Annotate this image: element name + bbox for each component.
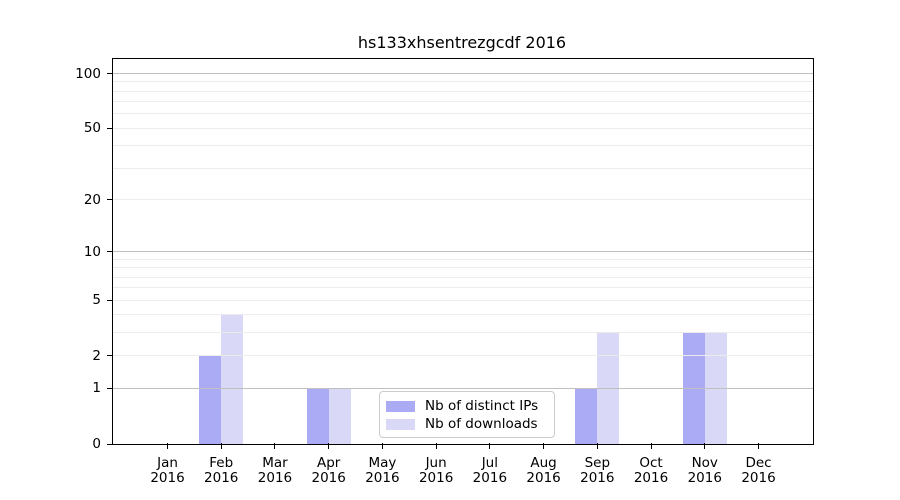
y-tick bbox=[107, 127, 113, 129]
x-tick-label-jun: Jun 2016 bbox=[396, 456, 476, 486]
gridline-minor bbox=[113, 299, 813, 301]
x-tick-label-dec: Dec 2016 bbox=[719, 456, 799, 486]
x-tick-month: May bbox=[368, 455, 397, 471]
y-tick bbox=[107, 199, 113, 201]
gridline-major bbox=[113, 73, 813, 74]
x-tick-year: 2016 bbox=[687, 470, 722, 486]
y-tick bbox=[107, 299, 113, 301]
x-tick-label-may: May 2016 bbox=[342, 456, 422, 486]
y-tick bbox=[107, 73, 113, 74]
x-tick-year: 2016 bbox=[311, 470, 346, 486]
x-tick-year: 2016 bbox=[150, 470, 185, 486]
x-tick-month: Jul bbox=[481, 455, 498, 471]
x-tick-label-feb: Feb 2016 bbox=[181, 456, 261, 486]
x-tick-year: 2016 bbox=[580, 470, 615, 486]
x-tick bbox=[704, 443, 706, 449]
gridline-minor bbox=[113, 90, 813, 92]
chart-title: hs133xhsentrezgcdf 2016 bbox=[357, 33, 567, 52]
y-tick bbox=[107, 443, 113, 445]
legend-item-distinct-ips: Nb of distinct IPs bbox=[386, 397, 546, 415]
x-tick-month: Jun bbox=[425, 455, 447, 471]
gridline-minor bbox=[113, 127, 813, 129]
y-tick-label: 0 bbox=[92, 436, 101, 452]
gridline-minor bbox=[113, 167, 813, 169]
bar-distinct-ips-apr bbox=[306, 388, 329, 444]
y-tick bbox=[107, 355, 113, 357]
gridline-minor bbox=[113, 199, 813, 201]
x-tick-month: Nov bbox=[691, 455, 718, 471]
gridline-minor bbox=[113, 276, 813, 278]
bar-downloads-feb bbox=[221, 314, 244, 444]
legend: Nb of distinct IPs Nb of downloads bbox=[379, 391, 555, 438]
x-tick-year: 2016 bbox=[365, 470, 400, 486]
y-tick-label: 10 bbox=[83, 243, 101, 260]
y-tick bbox=[107, 387, 113, 389]
gridline-minor bbox=[113, 81, 813, 83]
bar-downloads-apr bbox=[328, 388, 351, 444]
y-tick bbox=[107, 251, 113, 252]
legend-label-downloads: Nb of downloads bbox=[425, 416, 538, 432]
y-tick-label: 1 bbox=[92, 380, 101, 397]
x-tick bbox=[328, 443, 330, 449]
gridline-major bbox=[113, 387, 813, 389]
gridline-minor bbox=[113, 145, 813, 147]
gridline-minor bbox=[113, 332, 813, 334]
x-tick-month: Aug bbox=[530, 455, 557, 471]
x-tick-year: 2016 bbox=[741, 470, 776, 486]
legend-swatch-downloads bbox=[386, 418, 415, 430]
x-tick bbox=[758, 443, 759, 449]
x-tick-year: 2016 bbox=[472, 470, 508, 486]
y-tick-label: 50 bbox=[83, 120, 101, 137]
gridline-minor bbox=[113, 101, 813, 103]
bar-distinct-ips-feb bbox=[199, 355, 222, 444]
x-tick-year: 2016 bbox=[257, 470, 293, 486]
x-tick-month: Sep bbox=[584, 455, 611, 471]
x-tick-year: 2016 bbox=[204, 470, 239, 486]
gridline-minor bbox=[113, 258, 813, 260]
x-tick-month: Feb bbox=[209, 455, 234, 471]
x-tick-label-nov: Nov 2016 bbox=[665, 456, 745, 486]
x-tick-label-jul: Jul 2016 bbox=[450, 456, 530, 486]
x-tick bbox=[274, 443, 276, 449]
x-tick-year: 2016 bbox=[418, 470, 454, 486]
plot-area: Nb of distinct IPs Nb of downloads 0 1 2 5 1… bbox=[75, 58, 814, 486]
x-tick bbox=[543, 443, 545, 449]
x-tick bbox=[381, 443, 383, 449]
gridline-minor bbox=[113, 287, 813, 289]
x-tick-year: 2016 bbox=[526, 470, 561, 486]
gridline-major bbox=[113, 251, 813, 252]
x-tick bbox=[435, 443, 437, 449]
gridline-minor bbox=[113, 355, 813, 357]
legend-swatch-distinct-ips bbox=[386, 400, 415, 412]
x-tick-year: 2016 bbox=[633, 470, 669, 486]
y-tick-label: 5 bbox=[92, 292, 101, 309]
x-tick-label-aug: Aug 2016 bbox=[504, 456, 584, 486]
gridline-minor bbox=[113, 267, 813, 269]
x-tick-month: Jan bbox=[157, 455, 178, 471]
gridline-minor bbox=[113, 113, 813, 115]
x-tick bbox=[596, 443, 598, 449]
x-tick-label-sep: Sep 2016 bbox=[557, 456, 637, 486]
x-tick bbox=[489, 443, 491, 449]
bar-distinct-ips-sep bbox=[575, 388, 598, 444]
x-tick bbox=[220, 443, 222, 449]
legend-label-distinct-ips: Nb of distinct IPs bbox=[425, 398, 539, 414]
gridline-minor bbox=[113, 314, 813, 316]
x-tick-month: Apr bbox=[316, 455, 341, 471]
x-tick-label-mar: Mar 2016 bbox=[235, 456, 315, 486]
x-tick-label-jan: Jan 2016 bbox=[128, 456, 208, 486]
x-tick-label-oct: Oct 2016 bbox=[611, 456, 691, 486]
x-tick bbox=[650, 443, 652, 449]
x-tick-month: Oct bbox=[639, 455, 663, 471]
legend-item-downloads: Nb of downloads bbox=[386, 415, 546, 433]
y-tick-label: 20 bbox=[83, 191, 101, 208]
x-tick-label-apr: Apr 2016 bbox=[289, 456, 369, 486]
x-tick-month: Dec bbox=[745, 455, 772, 471]
y-tick-label: 2 bbox=[92, 347, 101, 364]
x-tick bbox=[167, 443, 168, 449]
x-tick-month: Mar bbox=[262, 455, 288, 471]
y-tick-label: 100 bbox=[75, 65, 101, 82]
